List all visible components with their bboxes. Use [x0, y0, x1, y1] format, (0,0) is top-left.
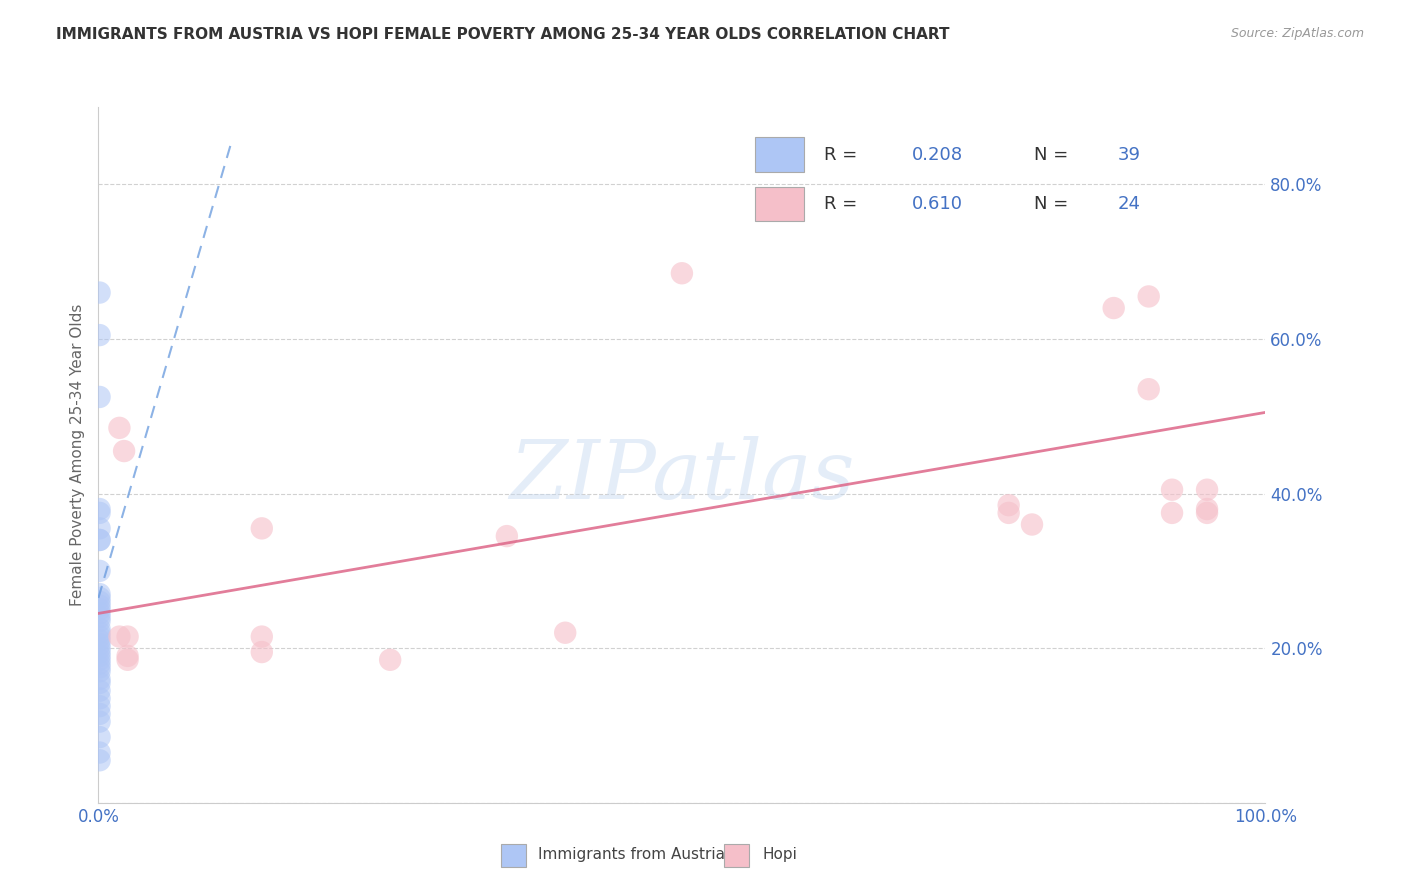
Point [89, 285, 111, 300]
Point [117, 630, 139, 644]
Point [89, 653, 111, 667]
Point [89, 610, 111, 624]
Point [89, 614, 111, 628]
Point [89, 633, 111, 648]
Point [1137, 382, 1160, 396]
Point [89, 648, 111, 663]
Point [1195, 502, 1218, 516]
Point [108, 630, 131, 644]
Point [89, 506, 111, 520]
Point [997, 506, 1019, 520]
Text: ZIPatlas: ZIPatlas [509, 436, 855, 516]
Bar [501, 844, 526, 867]
Point [89, 591, 111, 605]
Point [1021, 517, 1043, 532]
Point [89, 641, 111, 656]
Point [89, 637, 111, 651]
Point [117, 653, 139, 667]
Point [1102, 301, 1125, 315]
Point [89, 746, 111, 760]
Point [108, 421, 131, 435]
Point [89, 533, 111, 547]
Point [250, 521, 273, 535]
Point [117, 648, 139, 663]
Point [89, 699, 111, 714]
Text: Immigrants from Austria: Immigrants from Austria [538, 847, 725, 862]
Text: IMMIGRANTS FROM AUSTRIA VS HOPI FEMALE POVERTY AMONG 25-34 YEAR OLDS CORRELATION: IMMIGRANTS FROM AUSTRIA VS HOPI FEMALE P… [56, 27, 949, 42]
Point [250, 645, 273, 659]
Point [89, 607, 111, 621]
Text: Source: ZipAtlas.com: Source: ZipAtlas.com [1230, 27, 1364, 40]
Point [89, 660, 111, 674]
Point [89, 502, 111, 516]
Point [89, 691, 111, 706]
Point [89, 657, 111, 671]
Point [89, 672, 111, 686]
Point [89, 564, 111, 578]
Point [89, 753, 111, 767]
Point [89, 390, 111, 404]
Point [671, 266, 693, 280]
Bar [724, 844, 749, 867]
Point [1195, 483, 1218, 497]
Point [89, 630, 111, 644]
Text: Hopi: Hopi [762, 847, 797, 862]
Point [1137, 289, 1160, 303]
Point [89, 706, 111, 721]
Point [89, 730, 111, 744]
Y-axis label: Female Poverty Among 25-34 Year Olds: Female Poverty Among 25-34 Year Olds [69, 304, 84, 606]
Point [1161, 506, 1184, 520]
Point [89, 645, 111, 659]
Point [89, 625, 111, 640]
Point [89, 622, 111, 636]
Point [496, 529, 519, 543]
Point [89, 683, 111, 698]
Point [89, 587, 111, 601]
Point [89, 533, 111, 547]
Point [554, 625, 576, 640]
Point [89, 328, 111, 343]
Point [380, 653, 402, 667]
Point [250, 630, 273, 644]
Point [1161, 483, 1184, 497]
Point [1195, 506, 1218, 520]
Point [89, 595, 111, 609]
Point [997, 498, 1019, 512]
Point [89, 676, 111, 690]
Point [89, 714, 111, 729]
Point [89, 665, 111, 679]
Point [89, 521, 111, 535]
Point [112, 444, 135, 458]
Point [89, 599, 111, 613]
Point [89, 602, 111, 616]
